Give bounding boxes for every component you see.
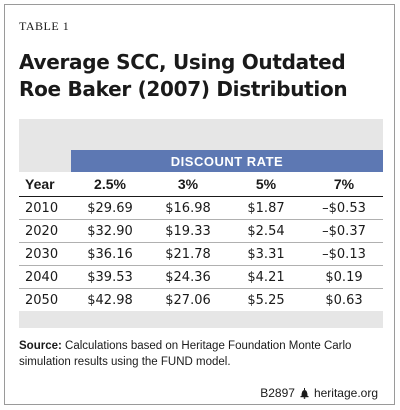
column-header-rate: 7% — [305, 172, 383, 197]
table-label: TABLE 1 — [19, 19, 70, 33]
source-note: Source: Calculations based on Heritage F… — [19, 338, 387, 370]
scc-table: DISCOUNT RATE Year 2.5% 3% 5% 7% 2010 $2… — [19, 150, 383, 311]
cell-value: $5.25 — [227, 288, 305, 311]
cell-value: $21.78 — [149, 242, 227, 266]
discount-rate-header: DISCOUNT RATE — [71, 150, 383, 172]
column-header-rate: 5% — [227, 172, 305, 197]
table-title: Average SCC, Using Outdated Roe Baker (2… — [19, 50, 348, 101]
table-row: 2040 $39.53 $24.36 $4.21 $0.19 — [19, 265, 383, 289]
cell-value: $4.21 — [227, 265, 305, 289]
liberty-bell-icon — [299, 387, 310, 399]
table-row: 2010 $29.69 $16.98 $1.87 –$0.53 — [19, 196, 383, 220]
cell-year: 2010 — [19, 196, 71, 220]
column-header-rate: 2.5% — [71, 172, 149, 197]
cell-year: 2050 — [19, 288, 71, 311]
cell-year: 2040 — [19, 265, 71, 289]
cell-value: $32.90 — [71, 219, 149, 243]
table-row: 2030 $36.16 $21.78 $3.31 –$0.13 — [19, 242, 383, 266]
source-text: Calculations based on Heritage Foundatio… — [19, 340, 352, 368]
footer: B2897 heritage.org — [260, 386, 378, 400]
cell-value: $42.98 — [71, 288, 149, 311]
cell-year: 2030 — [19, 242, 71, 266]
cell-value: $27.06 — [149, 288, 227, 311]
cell-value: $3.31 — [227, 242, 305, 266]
cell-value: $0.19 — [305, 265, 383, 289]
header-spacer — [19, 150, 71, 172]
table-row: 2050 $42.98 $27.06 $5.25 $0.63 — [19, 288, 383, 311]
cell-value: $16.98 — [149, 196, 227, 220]
table-row: 2020 $32.90 $19.33 $2.54 –$0.37 — [19, 219, 383, 243]
cell-value: $29.69 — [71, 196, 149, 220]
cell-value: $1.87 — [227, 196, 305, 220]
cell-value: $24.36 — [149, 265, 227, 289]
cell-value: –$0.37 — [305, 219, 383, 243]
cell-value: $36.16 — [71, 242, 149, 266]
report-code: B2897 — [260, 386, 295, 400]
table-figure: TABLE 1 Average SCC, Using Outdated Roe … — [4, 4, 395, 405]
cell-value: $39.53 — [71, 265, 149, 289]
cell-value: –$0.13 — [305, 242, 383, 266]
cell-value: –$0.53 — [305, 196, 383, 220]
site-name: heritage.org — [313, 386, 378, 400]
source-label: Source: — [19, 340, 62, 352]
cell-value: $19.33 — [149, 219, 227, 243]
cell-value: $2.54 — [227, 219, 305, 243]
cell-value: $0.63 — [305, 288, 383, 311]
cell-year: 2020 — [19, 219, 71, 243]
column-header-year: Year — [19, 172, 71, 197]
column-header-rate: 3% — [149, 172, 227, 197]
